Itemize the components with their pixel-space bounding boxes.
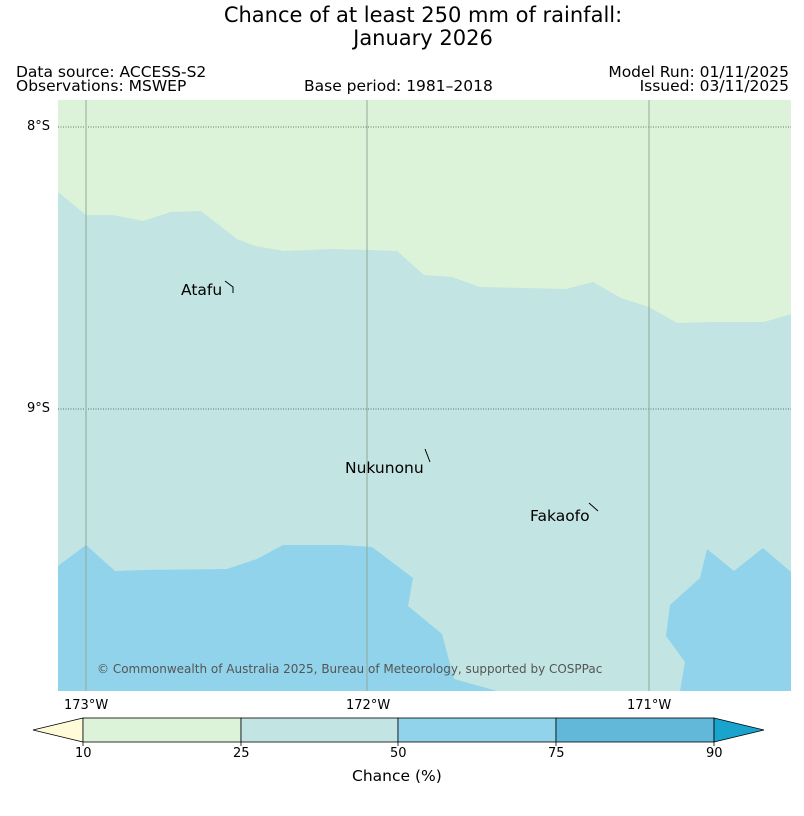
base-period-text: Base period: 1981–2018 [304, 77, 493, 95]
fakaofo-atoll-outline [588, 502, 599, 512]
issued-text: Issued: 03/11/2025 [639, 77, 789, 95]
band-50-75-south [58, 545, 497, 691]
lon-label-172w: 172°W [346, 698, 391, 713]
atafu-atoll-outline [224, 280, 234, 293]
lat-label-9s: 9°S [27, 401, 51, 416]
lon-label-171w: 171°W [627, 698, 672, 713]
colorbar-title: Chance (%) [352, 767, 442, 785]
colorbar-label-90: 90 [706, 746, 723, 761]
colorbar-label-50: 50 [390, 746, 407, 761]
colorbar-high-extension [713, 717, 765, 743]
place-label-nukunonu: Nukunonu [345, 459, 424, 477]
map-title-line2: January 2026 [353, 26, 493, 50]
model-run-text: Model Run: 01/11/2025 [608, 63, 789, 81]
copyright-notice: © Commonwealth of Australia 2025, Bureau… [97, 662, 603, 676]
place-label-fakaofo: Fakaofo [530, 507, 590, 525]
lat-label-8s: 8°S [27, 119, 51, 134]
colorbar-bin-25-50 [240, 717, 399, 743]
place-label-atafu: Atafu [181, 281, 223, 299]
colorbar-label-25: 25 [233, 746, 250, 761]
colorbar-bin-10-25 [82, 717, 242, 743]
lon-label-173w: 173°W [64, 698, 109, 713]
map-title-line1: Chance of at least 250 mm of rainfall: [223, 3, 623, 27]
colorbar-label-75: 75 [548, 746, 565, 761]
nukunonu-atoll-outline [424, 448, 431, 463]
map-panel [58, 100, 791, 691]
colorbar-bin-75-90 [555, 717, 715, 743]
observations-text: Observations: MSWEP [16, 77, 187, 95]
band-50-75-east [666, 548, 791, 691]
colorbar-label-10: 10 [75, 746, 92, 761]
colorbar [32, 717, 765, 743]
data-source-text: Data source: ACCESS-S2 [16, 63, 207, 81]
colorbar-bin-50-75 [397, 717, 557, 743]
colorbar-low-extension [32, 717, 84, 743]
